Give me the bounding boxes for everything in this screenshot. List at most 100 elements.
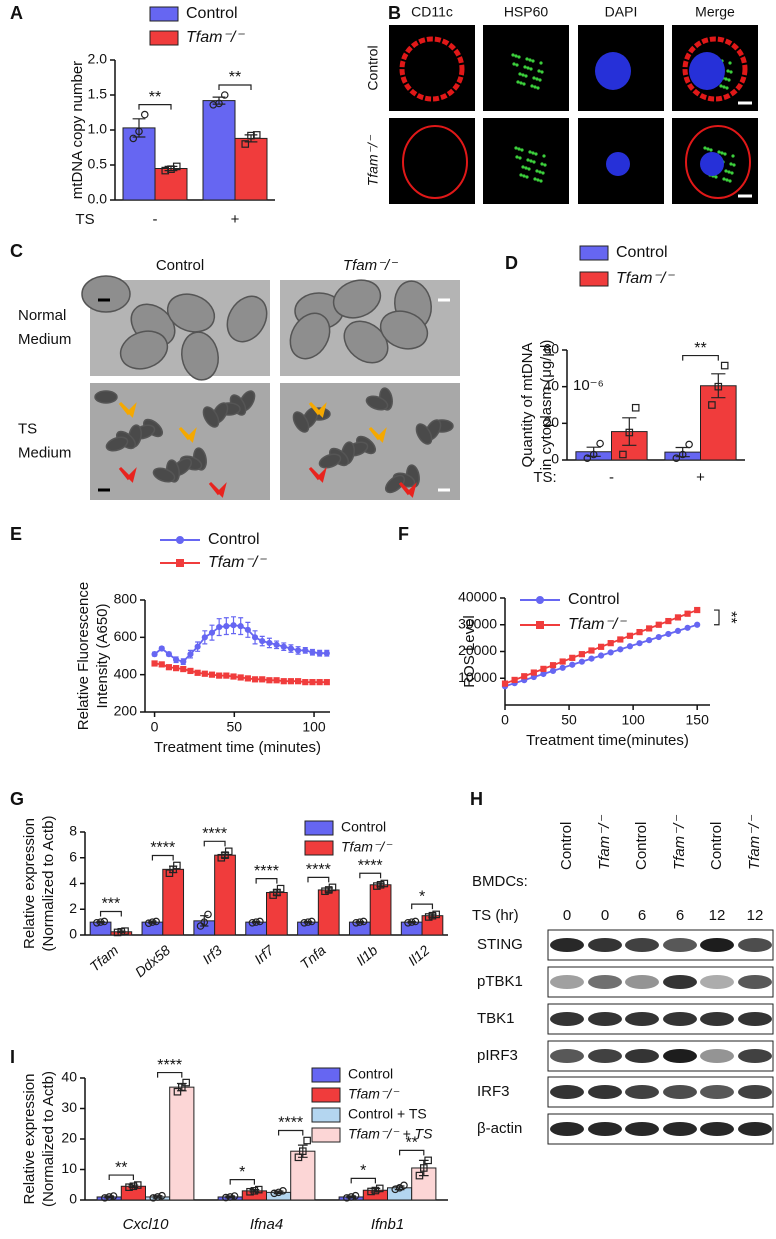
data-point	[625, 428, 634, 437]
hsp60-stain	[717, 150, 721, 154]
data-point	[530, 669, 537, 676]
significance-label: ****	[150, 840, 175, 857]
band	[700, 1049, 734, 1063]
error-bar	[711, 373, 726, 399]
data-point	[316, 679, 323, 686]
hsp60-stain	[720, 151, 724, 155]
data-point	[351, 1191, 360, 1200]
row-title: BMDCs:	[472, 873, 528, 890]
blot	[547, 1003, 774, 1035]
hsp60-stain	[520, 148, 524, 152]
data-point	[295, 647, 302, 654]
data-point	[549, 667, 557, 674]
x-tick-label: 150	[686, 712, 710, 728]
data-point	[714, 382, 723, 391]
data-point	[316, 650, 323, 657]
arrow	[208, 481, 227, 498]
legend-marker	[536, 621, 544, 629]
data-point	[194, 643, 201, 650]
data-point	[241, 140, 250, 148]
band	[588, 1122, 622, 1136]
mitochondrion	[332, 279, 382, 319]
legend-swatch	[311, 1107, 341, 1123]
column-header: Tfam⁻/⁻	[343, 257, 398, 274]
data-point	[655, 621, 662, 628]
data-point	[208, 671, 216, 678]
y-tick-label: 60	[543, 341, 559, 357]
bar	[162, 868, 185, 936]
data-point	[323, 679, 330, 686]
band	[700, 1012, 734, 1026]
band	[700, 938, 734, 952]
data-point	[266, 677, 273, 684]
data-point	[280, 678, 287, 685]
significance-label: ****	[306, 862, 331, 879]
y-tick-label: 0.0	[88, 191, 108, 207]
legend-label: Control	[341, 819, 386, 835]
bar	[154, 168, 188, 201]
y-tick-label: 6	[69, 848, 77, 864]
mitochondrion	[105, 436, 129, 452]
data-point	[224, 847, 233, 856]
data-point	[607, 649, 614, 656]
significance-label: ****	[254, 863, 279, 880]
legend-swatch	[311, 1087, 341, 1103]
data-point	[223, 672, 230, 679]
hsp60-stain	[722, 85, 726, 89]
row-label: Medium	[18, 331, 71, 348]
hsp60-stain	[539, 61, 543, 65]
band	[738, 1012, 772, 1026]
data-point	[208, 629, 216, 636]
data-point	[204, 910, 212, 919]
hsp60-stain	[703, 146, 707, 150]
arrow	[398, 481, 417, 498]
y-tick-label: 30	[61, 1099, 77, 1115]
band	[588, 1012, 622, 1026]
data-point	[153, 1193, 162, 1201]
legend-swatch	[304, 840, 334, 856]
dapi-stain	[595, 52, 631, 90]
data-point	[617, 646, 624, 653]
significance-bracket	[714, 609, 720, 626]
data-point	[540, 670, 547, 678]
ts-label: 6	[676, 907, 684, 924]
hsp60-stain	[518, 72, 522, 76]
hsp60-stain	[542, 154, 546, 158]
data-point	[549, 662, 557, 669]
hsp60-stain	[726, 69, 730, 73]
x-tick-label: 50	[227, 719, 243, 735]
data-point	[371, 1186, 380, 1195]
significance-label: ****	[157, 1057, 182, 1074]
data-point	[607, 640, 614, 647]
data-point	[569, 661, 576, 668]
data-point	[646, 637, 653, 644]
hsp60-stain	[540, 162, 544, 166]
data-point	[129, 1182, 138, 1191]
data-point	[172, 656, 180, 663]
hsp60-stain	[723, 152, 727, 156]
blot-label: TBK1	[477, 1010, 515, 1027]
significance-bracket	[151, 854, 174, 861]
row-label: Tfam⁻/⁻	[365, 134, 381, 186]
data-point	[180, 665, 187, 673]
data-point	[266, 639, 273, 647]
bar	[169, 1086, 195, 1201]
data-point	[347, 1193, 356, 1201]
data-point	[215, 99, 223, 108]
data-point	[678, 450, 687, 459]
hsp60-stain	[528, 150, 532, 154]
hsp60-stain	[540, 70, 544, 74]
data-point	[304, 918, 312, 926]
bar	[120, 1185, 147, 1201]
y-tick-label: 10000	[458, 669, 497, 685]
y-axis-label: Relative Fluorescence	[75, 582, 92, 730]
data-point	[511, 676, 518, 684]
legend-marker	[176, 536, 184, 544]
data-point	[655, 633, 662, 641]
data-point	[172, 665, 180, 672]
micrograph	[389, 118, 475, 204]
band	[663, 1012, 697, 1026]
data-point	[578, 658, 585, 665]
data-point	[194, 669, 201, 676]
data-point	[588, 655, 595, 662]
